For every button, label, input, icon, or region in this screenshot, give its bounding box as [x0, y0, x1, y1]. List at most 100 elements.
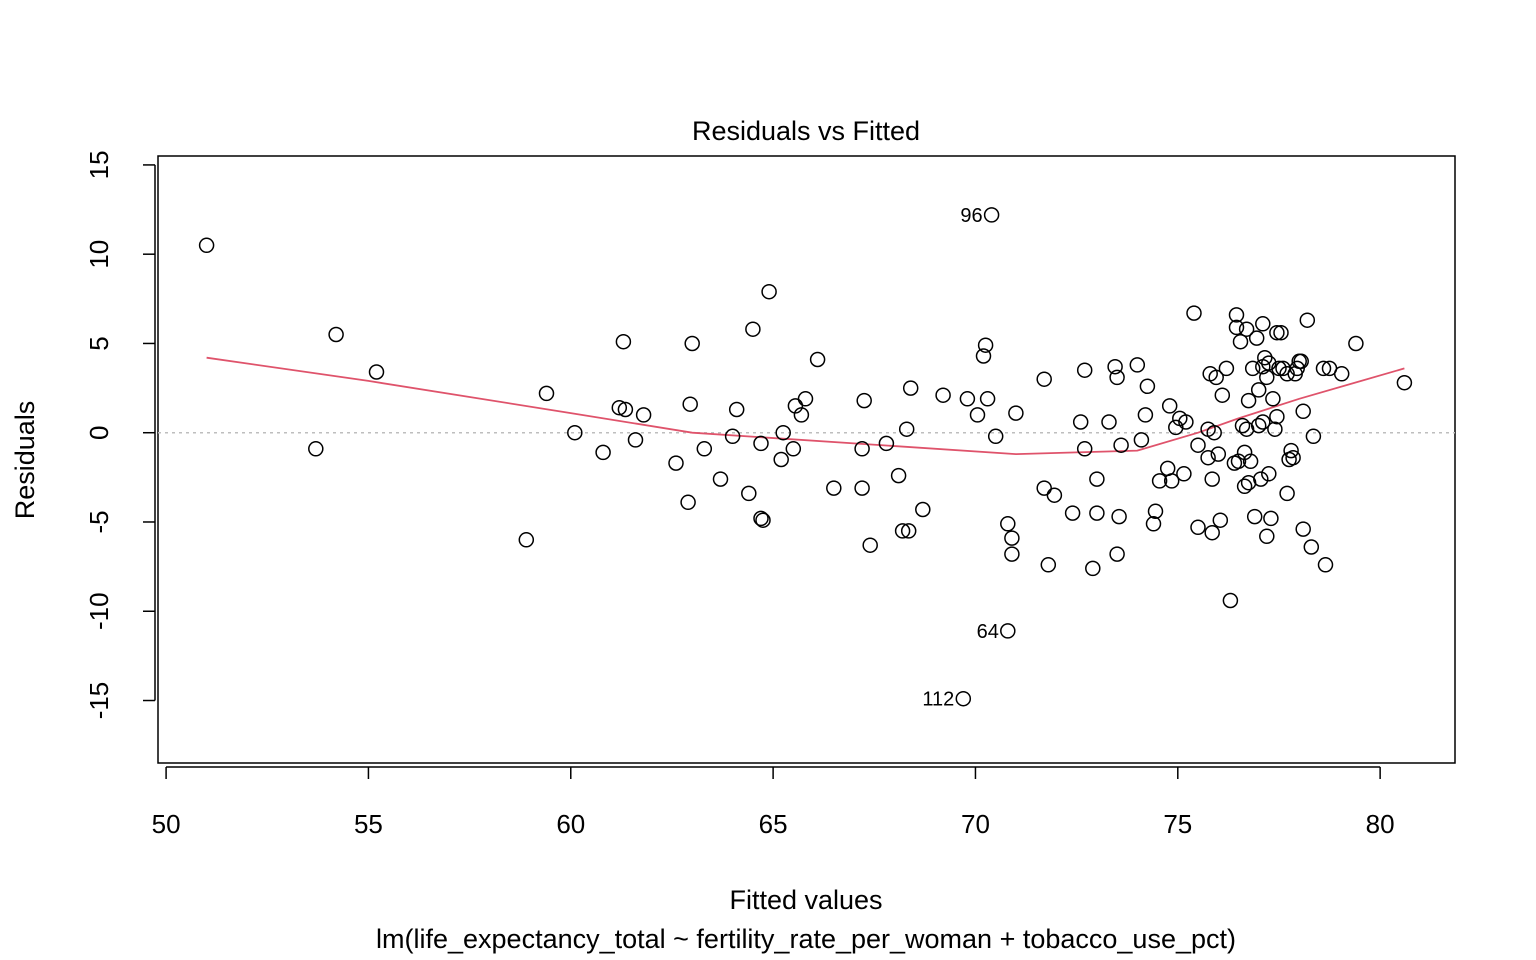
- data-point: [1283, 442, 1299, 459]
- data-point: [1040, 557, 1057, 573]
- data-point: [1004, 530, 1020, 546]
- data-point: [1089, 471, 1105, 487]
- data-point: [745, 321, 761, 337]
- data-point: [1046, 487, 1063, 503]
- data-point: [775, 424, 791, 441]
- data-point: [1204, 471, 1220, 487]
- y-tick-label: -10: [84, 592, 114, 630]
- y-axis: -15 -10 -5 0 5 10 15: [84, 150, 156, 720]
- y-tick-label: -5: [84, 510, 114, 533]
- data-point: [198, 237, 215, 254]
- data-point: [1147, 503, 1164, 520]
- data-point: [1263, 510, 1279, 527]
- point-labels-layer: 96 64 112: [922, 205, 998, 711]
- data-point: [1257, 349, 1273, 366]
- data-point: [1279, 485, 1295, 502]
- x-tick-label: 60: [556, 809, 585, 839]
- data-point: [724, 428, 741, 445]
- data-point: [1273, 324, 1289, 341]
- data-point: [1279, 366, 1295, 382]
- data-point: [1064, 505, 1081, 521]
- data-point: [898, 421, 915, 437]
- chart-title: Residuals vs Fitted: [692, 116, 920, 146]
- data-point: [1113, 437, 1129, 453]
- x-tick-label: 55: [354, 809, 383, 839]
- outlier-label: 96: [960, 205, 982, 227]
- data-point: [1212, 512, 1229, 528]
- data-point: [894, 523, 911, 539]
- x-axis: 50 55 60 65 70 75 80: [152, 766, 1395, 839]
- data-point: [1101, 414, 1117, 430]
- data-point: [1253, 471, 1269, 487]
- data-point: [1228, 307, 1245, 323]
- data-point: [975, 348, 992, 364]
- data-point: [959, 391, 976, 407]
- smooth-line: [206, 356, 1405, 456]
- data-point: [1004, 546, 1020, 562]
- data-point: [1333, 366, 1350, 382]
- data-point: [1265, 391, 1281, 407]
- data-point: [1151, 473, 1168, 489]
- data-point: [712, 471, 729, 487]
- x-tick-label: 80: [1366, 809, 1395, 839]
- data-point: [1008, 405, 1024, 421]
- data-point: [1107, 358, 1123, 375]
- data-point: [668, 455, 684, 471]
- data-point: [1317, 557, 1334, 573]
- data-point: [1076, 362, 1093, 378]
- data-point: [1293, 353, 1309, 370]
- x-tick-label: 75: [1163, 809, 1192, 839]
- data-point: [1250, 382, 1267, 398]
- data-point: [1244, 360, 1261, 377]
- data-point: [1129, 357, 1146, 373]
- data-point: [1000, 516, 1016, 532]
- data-point: [1036, 371, 1052, 387]
- data-point: [1255, 414, 1271, 430]
- data-point: [1305, 428, 1322, 445]
- data-point: [900, 523, 917, 539]
- data-point: [1271, 360, 1287, 377]
- data-point: [1315, 360, 1332, 377]
- data-point: [1236, 478, 1253, 495]
- data-point: [1222, 592, 1239, 609]
- data-point: [627, 432, 644, 448]
- data-point: [1000, 623, 1016, 639]
- data-point: [755, 512, 771, 528]
- plot-frame: [157, 155, 1456, 764]
- data-point: [741, 485, 757, 502]
- data-point: [1178, 414, 1194, 430]
- data-point: [955, 690, 972, 707]
- data-point: [1190, 437, 1206, 453]
- data-point: [983, 207, 1000, 223]
- data-point: [1248, 330, 1265, 346]
- data-point: [1234, 417, 1251, 434]
- data-point: [611, 399, 628, 416]
- data-point: [793, 407, 810, 423]
- y-tick-label: 0: [84, 425, 114, 439]
- data-point: [1133, 432, 1150, 448]
- data-point: [1076, 441, 1093, 457]
- data-point: [1246, 508, 1263, 525]
- y-axis-title: Residuals: [10, 401, 40, 520]
- data-point: [728, 401, 745, 418]
- model-formula-subtitle: lm(life_expectancy_total ~ fertility_rat…: [376, 924, 1236, 954]
- data-point: [1208, 369, 1224, 386]
- smooth-line-layer: [206, 356, 1405, 456]
- y-tick-label: 10: [84, 240, 114, 269]
- data-point: [1204, 524, 1220, 541]
- data-point: [862, 537, 878, 553]
- data-point: [785, 441, 802, 457]
- data-point: [1267, 421, 1283, 437]
- x-axis-title: Fitted values: [729, 885, 882, 915]
- data-point: [1269, 324, 1285, 341]
- data-point: [1137, 407, 1154, 423]
- data-point: [761, 283, 777, 300]
- data-point: [538, 385, 555, 402]
- data-point: [615, 333, 632, 350]
- data-point: [680, 494, 696, 511]
- data-point: [1269, 408, 1285, 425]
- data-point: [856, 392, 872, 409]
- x-tick-label: 70: [961, 809, 990, 839]
- y-tick-label: -15: [84, 682, 114, 720]
- data-point: [1303, 539, 1320, 555]
